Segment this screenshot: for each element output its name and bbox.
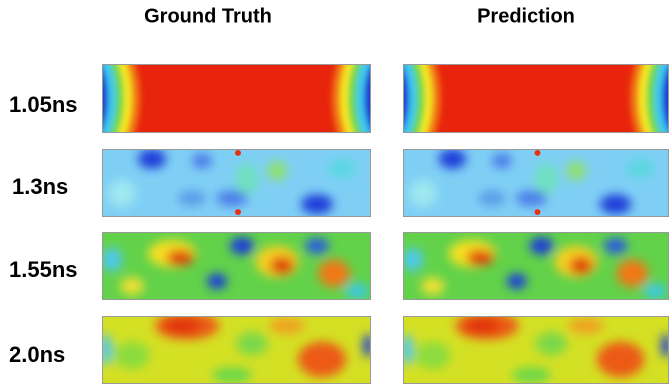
heatmap	[403, 232, 668, 299]
row-label: 1.05ns	[9, 92, 78, 117]
panel-frame	[102, 316, 371, 384]
row-label: 1.55ns	[9, 257, 78, 282]
prediction-panels	[401, 64, 669, 384]
ground-truth-panels	[100, 64, 373, 384]
panel-frame	[102, 64, 371, 133]
heatmap	[102, 232, 370, 299]
panel-frame	[102, 232, 371, 300]
panel-frame	[102, 149, 371, 217]
heatmap	[100, 312, 373, 383]
heatmap	[401, 312, 669, 383]
row-label: 2.0ns	[9, 342, 65, 367]
column-title: Ground Truth	[144, 5, 272, 27]
heatmap	[102, 149, 370, 216]
heatmap	[403, 149, 668, 216]
column-title: Prediction	[477, 5, 575, 27]
row-label: 1.3ns	[12, 174, 68, 199]
